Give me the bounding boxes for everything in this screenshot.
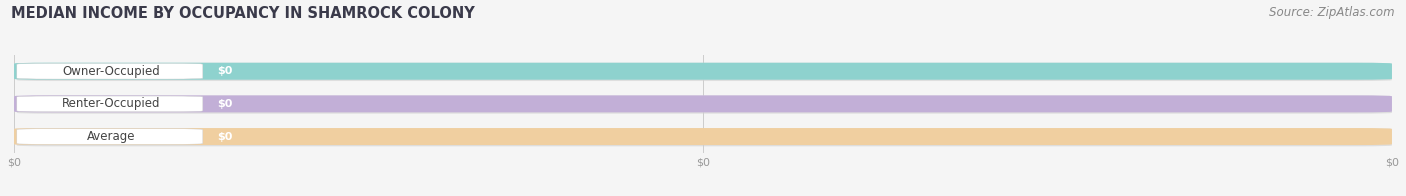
Text: Renter-Occupied: Renter-Occupied (62, 97, 160, 110)
FancyBboxPatch shape (17, 96, 202, 112)
Text: $0: $0 (217, 132, 232, 142)
FancyBboxPatch shape (14, 95, 1392, 112)
FancyBboxPatch shape (17, 64, 1392, 81)
FancyBboxPatch shape (17, 97, 1392, 114)
Text: Source: ZipAtlas.com: Source: ZipAtlas.com (1270, 6, 1395, 19)
FancyBboxPatch shape (14, 128, 1392, 145)
FancyBboxPatch shape (17, 129, 202, 144)
FancyBboxPatch shape (17, 129, 1392, 146)
FancyBboxPatch shape (14, 128, 1392, 145)
FancyBboxPatch shape (14, 95, 1392, 112)
Text: MEDIAN INCOME BY OCCUPANCY IN SHAMROCK COLONY: MEDIAN INCOME BY OCCUPANCY IN SHAMROCK C… (11, 6, 475, 21)
Text: Average: Average (87, 130, 135, 143)
Text: $0: $0 (217, 99, 232, 109)
Text: Owner-Occupied: Owner-Occupied (62, 65, 160, 78)
FancyBboxPatch shape (14, 63, 1392, 80)
FancyBboxPatch shape (17, 63, 202, 79)
FancyBboxPatch shape (14, 63, 1392, 80)
Text: $0: $0 (217, 66, 232, 76)
